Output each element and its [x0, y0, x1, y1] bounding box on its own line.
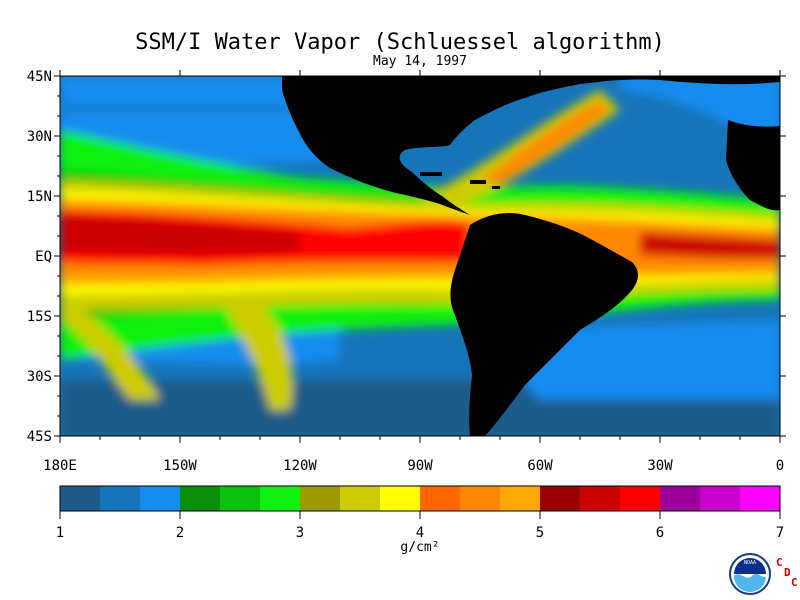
lat-label: 30S: [27, 369, 52, 385]
colorbar-swatch: [660, 486, 701, 511]
colorbar-swatch: [580, 486, 621, 511]
colorbar-axis: 1 2 3 4 5 6 7: [56, 511, 784, 541]
latitude-axis: 45N 30N 15N EQ 15S 30S 45S: [27, 69, 786, 445]
longitude-axis: 180E 150W 120W 90W 60W 30W 0: [43, 70, 784, 474]
colorbar-swatch: [260, 486, 301, 511]
cdc-letter-c1: C: [776, 556, 783, 569]
colorbar: [59, 485, 781, 512]
colorbar-swatch: [100, 486, 141, 511]
colorbar-swatch: [700, 486, 741, 511]
lon-label: 60W: [527, 458, 553, 474]
colorbar-tick-label: 2: [176, 525, 184, 541]
colorbar-swatch: [300, 486, 341, 511]
colorbar-swatch: [380, 486, 421, 511]
colorbar-swatch: [620, 486, 661, 511]
colorbar-swatch: [340, 486, 381, 511]
lat-label: 30N: [27, 129, 52, 145]
colorbar-swatch: [420, 486, 461, 511]
colorbar-swatch: [60, 486, 101, 511]
lat-label: 45N: [27, 69, 52, 85]
map-date: May 14, 1997: [373, 54, 467, 69]
lon-label: 150W: [163, 458, 197, 474]
colorbar-tick-label: 6: [656, 525, 664, 541]
colorbar-swatch: [180, 486, 221, 511]
lon-label: 120W: [283, 458, 317, 474]
cdc-letter-d: D: [784, 566, 791, 579]
lat-label: 45S: [27, 429, 52, 445]
colorbar-tick-label: 7: [776, 525, 784, 541]
landmasses: [282, 76, 780, 436]
lat-label: EQ: [35, 249, 52, 265]
colorbar-swatch: [500, 486, 541, 511]
lon-label: 180E: [43, 458, 77, 474]
colorbar-swatch: [460, 486, 501, 511]
colorbar-swatch: [540, 486, 581, 511]
vapor-field: [60, 76, 780, 436]
colorbar-tick-label: 4: [416, 525, 424, 541]
lon-label: 0: [776, 458, 784, 474]
colorbar-swatch: [140, 486, 181, 511]
colorbar-swatch: [220, 486, 261, 511]
colorbar-tick-label: 3: [296, 525, 304, 541]
map-title: SSM/I Water Vapor (Schluessel algorithm): [135, 30, 665, 55]
lon-label: 90W: [407, 458, 433, 474]
lat-label: 15S: [27, 309, 52, 325]
colorbar-swatch: [740, 486, 781, 511]
colorbar-tick-label: 5: [536, 525, 544, 541]
colorbar-tick-label: 1: [56, 525, 64, 541]
cdc-letter-c2: C: [791, 576, 798, 589]
lon-label: 30W: [647, 458, 673, 474]
colorbar-units: g/cm²: [400, 540, 440, 555]
lat-label: 15N: [27, 189, 52, 205]
noaa-logo-text: NOAA: [744, 560, 756, 566]
noaa-cdc-logo: NOAA C D C: [729, 553, 798, 595]
